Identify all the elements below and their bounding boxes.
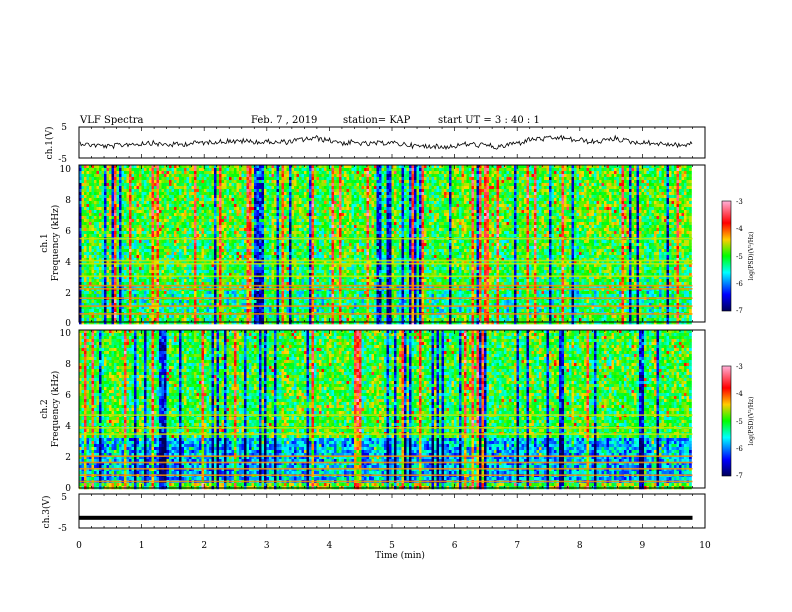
ch1-spectrogram-panel: 10 8 6 4 2 0 ch.1 Frequency (kHz) bbox=[40, 164, 706, 329]
time-axis-tick-2: 2 bbox=[201, 541, 207, 551]
ch1-colorbar-tick-minus6: -6 bbox=[736, 280, 743, 288]
time-axis-tick-8: 8 bbox=[577, 541, 583, 551]
ch2-ytick-6: 6 bbox=[65, 391, 71, 401]
time-axis-tick-4: 4 bbox=[327, 541, 333, 551]
ch2-colorbar: -3 -4 -5 -6 -7 log(PSD)(V²/Hz) bbox=[721, 363, 755, 480]
ch1-spectrogram-ylabel-frequency: Frequency (kHz) bbox=[50, 205, 61, 282]
ch3-ytick-minus5: -5 bbox=[58, 524, 67, 534]
ch1-ytick-2: 2 bbox=[65, 289, 71, 299]
time-axis-tick-6: 6 bbox=[452, 541, 458, 551]
ch1-colorbar: -3 -4 -5 -6 -7 log(PSD)(V²/Hz) bbox=[721, 198, 755, 315]
ch2-ytick-0: 0 bbox=[65, 484, 71, 494]
ch1-ytick-8: 8 bbox=[65, 196, 71, 206]
time-axis-tick-1: 1 bbox=[139, 541, 145, 551]
ch3-waveform-ylabel: ch.3(V) bbox=[41, 496, 52, 529]
time-axis-tick-9: 9 bbox=[640, 541, 646, 551]
ch1-colorbar-tick-minus3: -3 bbox=[736, 198, 743, 206]
ch1-colorbar-gradient bbox=[721, 200, 732, 312]
ch1-waveform-line bbox=[79, 134, 693, 151]
time-axis-tick-5: 5 bbox=[389, 541, 395, 551]
ch2-spectrogram-ylabel-channel: ch.2 bbox=[40, 399, 50, 418]
ch2-colorbar-tick-minus4: -4 bbox=[736, 390, 743, 398]
time-axis-tick-10: 10 bbox=[699, 541, 711, 551]
ch2-ytick-4: 4 bbox=[65, 422, 71, 432]
time-axis-tick-labels: 0 1 2 3 4 5 6 7 8 9 10 bbox=[76, 541, 711, 551]
ch1-colorbar-tick-minus7: -7 bbox=[736, 307, 743, 315]
ch1-ytick-6: 6 bbox=[65, 227, 71, 237]
time-axis-tick-3: 3 bbox=[264, 541, 270, 551]
header-date: Feb. 7 , 2019 bbox=[251, 115, 317, 126]
ch1-spectrogram-ylabel-channel: ch.1 bbox=[40, 233, 50, 252]
ch1-waveform-ylabel: ch.1(V) bbox=[44, 127, 55, 160]
ch2-ytick-10: 10 bbox=[60, 329, 72, 339]
time-axis-tick-7: 7 bbox=[514, 541, 520, 551]
ch1-colorbar-tick-minus5: -5 bbox=[736, 253, 743, 261]
header-station: station= KAP bbox=[343, 115, 411, 126]
time-axis-label: Time (min) bbox=[375, 550, 425, 561]
ch3-waveform-panel: 5 -5 ch.3(V) bbox=[41, 493, 706, 534]
ch1-waveform-panel: 5 -5 ch.1(V) bbox=[44, 123, 706, 165]
ch2-colorbar-tick-minus6: -6 bbox=[736, 445, 743, 453]
ch2-colorbar-label: log(PSD)(V²/Hz) bbox=[748, 397, 755, 446]
ch2-spectrogram-panel: 10 8 6 4 2 0 ch.2 Frequency (kHz) bbox=[40, 329, 706, 494]
ch2-colorbar-gradient bbox=[721, 365, 732, 477]
time-axis-tick-0: 0 bbox=[76, 541, 82, 551]
ch2-colorbar-tick-minus3: -3 bbox=[736, 363, 743, 371]
ch1-ytick-minus5: -5 bbox=[58, 155, 67, 165]
figure-title: VLF Spectra bbox=[79, 115, 144, 126]
ch3-waveform-line bbox=[79, 515, 693, 520]
ch2-spectrogram-image bbox=[79, 330, 705, 490]
header-start-time: start UT = 3 : 40 : 1 bbox=[438, 115, 540, 126]
ch3-ytick-5: 5 bbox=[61, 493, 67, 503]
time-axis-ticks bbox=[78, 127, 706, 528]
ch2-colorbar-tick-minus7: -7 bbox=[736, 472, 743, 480]
ch1-spectrogram-image bbox=[79, 165, 705, 325]
ch1-colorbar-tick-minus4: -4 bbox=[736, 225, 743, 233]
ch1-ytick-5: 5 bbox=[61, 123, 67, 133]
ch1-ytick-4: 4 bbox=[65, 258, 71, 268]
ch1-colorbar-label: log(PSD)(V²/Hz) bbox=[748, 232, 755, 281]
ch2-ytick-8: 8 bbox=[65, 360, 71, 370]
ch1-ytick-10: 10 bbox=[60, 165, 72, 175]
ch2-colorbar-tick-minus5: -5 bbox=[736, 418, 743, 426]
ch2-spectrogram-ylabel-frequency: Frequency (kHz) bbox=[50, 371, 61, 448]
ch1-waveform-frame bbox=[78, 126, 706, 159]
ch1-ytick-0: 0 bbox=[65, 319, 71, 329]
ch2-ytick-2: 2 bbox=[65, 453, 71, 463]
ch3-waveform-frame bbox=[78, 493, 706, 529]
